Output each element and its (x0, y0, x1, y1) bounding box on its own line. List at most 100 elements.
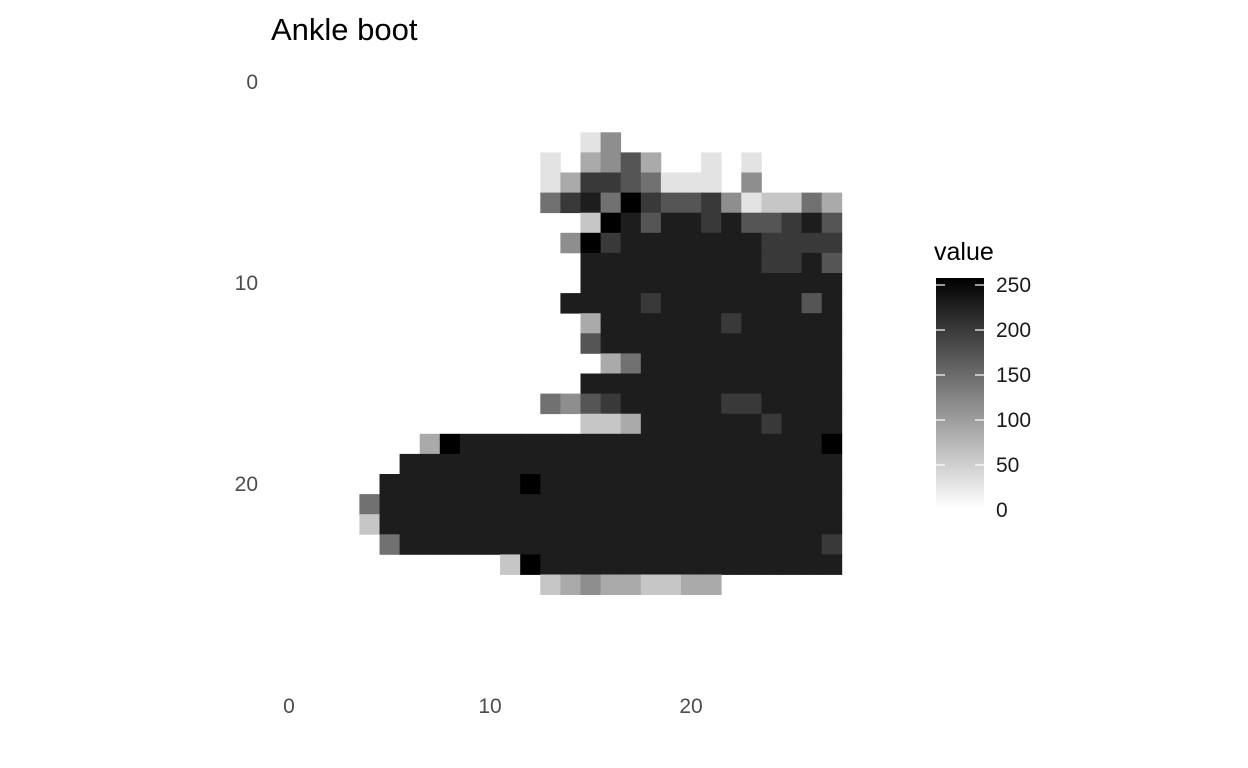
heatmap-cell (821, 534, 843, 555)
heatmap-cell (801, 353, 823, 374)
heatmap-cell (681, 494, 702, 515)
heatmap-cell (620, 232, 642, 254)
heatmap-cell (701, 172, 722, 193)
heatmap-cell (439, 534, 461, 555)
heatmap-cell (660, 293, 682, 314)
heatmap-cell (761, 252, 782, 274)
heatmap-cell (681, 172, 702, 193)
heatmap-cell (681, 453, 702, 475)
heatmap-cell (520, 554, 541, 575)
heatmap-cell (600, 514, 622, 535)
heatmap-cell (781, 514, 802, 535)
heatmap-cell (560, 534, 581, 555)
heatmap-cell (681, 252, 702, 274)
heatmap-cell (540, 453, 561, 475)
heatmap-cell (600, 413, 622, 435)
heatmap-cell (721, 413, 742, 435)
heatmap-cell (500, 534, 521, 555)
heatmap-cell (560, 474, 581, 495)
heatmap-cell (660, 172, 682, 193)
heatmap-cell (640, 474, 662, 495)
heatmap-cell (660, 252, 682, 274)
heatmap-cell (600, 494, 622, 515)
heatmap-cell (741, 474, 762, 495)
heatmap-cell (821, 413, 843, 435)
heatmap-cell (761, 534, 782, 555)
heatmap-cell (761, 293, 782, 314)
heatmap-cell (620, 413, 642, 435)
heatmap-cell (580, 514, 601, 535)
heatmap-cell (379, 534, 400, 555)
heatmap-cell (781, 433, 802, 455)
heatmap-cell (500, 433, 521, 455)
heatmap-cell (600, 172, 622, 193)
heatmap-cell (520, 474, 541, 495)
heatmap-cell (821, 514, 843, 535)
heatmap-cell (580, 494, 601, 515)
heatmap-cell (580, 554, 601, 575)
heatmap-cell (721, 514, 742, 535)
heatmap-cell (701, 252, 722, 274)
heatmap-cell (701, 574, 722, 595)
heatmap-cell (580, 132, 601, 153)
heatmap-cell (580, 212, 601, 234)
heatmap-cell (761, 514, 782, 535)
heatmap-cell (721, 232, 742, 254)
heatmap-cell (821, 494, 843, 515)
heatmap-cell (520, 433, 541, 455)
heatmap-cell (761, 273, 782, 294)
heatmap-cell (821, 453, 843, 475)
y-tick-label: 20 (235, 473, 258, 496)
heatmap-cell (500, 554, 521, 575)
heatmap-cell (701, 514, 722, 535)
heatmap-cell (801, 273, 823, 294)
heatmap-cell (701, 373, 722, 394)
heatmap-cell (660, 574, 682, 595)
heatmap-cell (801, 333, 823, 354)
heatmap-cell (419, 433, 441, 455)
heatmap-cell (781, 373, 802, 394)
heatmap-cell (480, 474, 501, 495)
heatmap-cell (741, 554, 762, 575)
heatmap-cell (721, 333, 742, 354)
heatmap-cell (701, 152, 722, 173)
heatmap-cell (620, 373, 642, 394)
chart-title: Ankle boot (271, 12, 418, 47)
heatmap-cell (721, 554, 742, 575)
y-tick-label: 10 (235, 272, 258, 295)
heatmap-cell (640, 192, 662, 214)
heatmap-cell (620, 534, 642, 555)
heatmap-cell (640, 293, 662, 314)
heatmap-cell (701, 273, 722, 294)
heatmap-cell (419, 474, 441, 495)
heatmap-cell (781, 313, 802, 334)
heatmap-cell (640, 413, 662, 435)
heatmap-cell (379, 514, 400, 535)
heatmap-cell (500, 453, 521, 475)
heatmap-cell (399, 453, 421, 475)
heatmap-cell (741, 413, 762, 435)
heatmap-cell (781, 232, 802, 254)
heatmap-cell (721, 474, 742, 495)
heatmap-cell (580, 152, 601, 173)
heatmap-cell (741, 313, 762, 334)
heatmap-cell (660, 534, 682, 555)
heatmap-cell (781, 474, 802, 495)
heatmap-cell (660, 433, 682, 455)
heatmap-cell (721, 393, 742, 415)
heatmap-cell (600, 373, 622, 394)
heatmap-cell (660, 554, 682, 575)
heatmap-cell (580, 433, 601, 455)
heatmap-cell (560, 172, 581, 193)
heatmap-cell (681, 232, 702, 254)
heatmap-cell (600, 192, 622, 214)
heatmap-cell (600, 474, 622, 495)
heatmap-cell (459, 453, 481, 475)
heatmap-cell (701, 333, 722, 354)
heatmap-cell (640, 373, 662, 394)
heatmap-cell (359, 514, 380, 535)
heatmap-cell (741, 232, 762, 254)
heatmap-cell (660, 333, 682, 354)
heatmap-cell (520, 534, 541, 555)
heatmap-cell (701, 313, 722, 334)
